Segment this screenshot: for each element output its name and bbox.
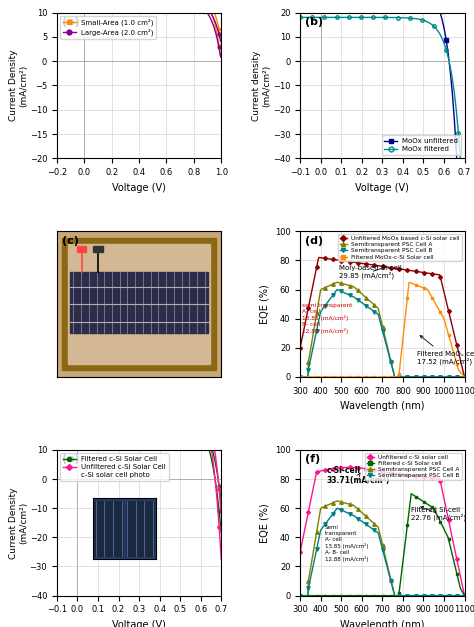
Y-axis label: EQE (%): EQE (%) — [259, 284, 269, 324]
Text: semi transparent
A- cell
13.85 (mA/cm²)
B- cell
12.88 (mA/cm²): semi transparent A- cell 13.85 (mA/cm²) … — [302, 303, 352, 334]
Bar — [93, 246, 103, 251]
Text: (a): (a) — [62, 17, 80, 27]
Text: (f): (f) — [305, 454, 320, 464]
Text: (d): (d) — [305, 236, 323, 246]
Legend: MoOx unfiltered, MoOx filtered: MoOx unfiltered, MoOx filtered — [382, 135, 461, 155]
Y-axis label: Current density
(mA/cm²): Current density (mA/cm²) — [252, 50, 272, 120]
X-axis label: Voltage (V): Voltage (V) — [112, 182, 166, 192]
Y-axis label: Current Density
(mA/cm²): Current Density (mA/cm²) — [9, 50, 28, 121]
Text: (b): (b) — [305, 17, 323, 27]
Legend: Small-Area (1.0 cm²), Large-Area (2.0 cm²): Small-Area (1.0 cm²), Large-Area (2.0 cm… — [60, 16, 156, 39]
Text: Moly-based Si-cell
29.85 (mA/cm²): Moly-based Si-cell 29.85 (mA/cm²) — [339, 265, 402, 280]
Bar — [68, 245, 210, 364]
Text: Filtered MoOₓ cell
17.52 (mA/cm²): Filtered MoOₓ cell 17.52 (mA/cm²) — [417, 335, 474, 366]
X-axis label: Wavelength (nm): Wavelength (nm) — [340, 620, 425, 627]
Bar — [77, 246, 86, 251]
X-axis label: Wavelength (nm): Wavelength (nm) — [340, 401, 425, 411]
Y-axis label: EQE (%): EQE (%) — [259, 503, 269, 542]
Text: Semi
transparent
A- cell
13.85 (mA/cm²)
A- B- cell
12.88 (mA/cm²): Semi transparent A- cell 13.85 (mA/cm²) … — [325, 525, 368, 562]
Text: (c): (c) — [62, 236, 79, 246]
X-axis label: Voltage (V): Voltage (V) — [356, 182, 409, 192]
Y-axis label: Current Density
(mA/cm²): Current Density (mA/cm²) — [9, 487, 28, 559]
Legend: Unfiltered MoOx based c-Si solar cell, Semitransparent PSC Cell A, Semitranspare: Unfiltered MoOx based c-Si solar cell, S… — [338, 234, 462, 261]
Text: Filtered Si-cell
22.76 (mA/cm²): Filtered Si-cell 22.76 (mA/cm²) — [411, 507, 466, 521]
Text: c-Si-cell
33.71(mA/cm²): c-Si-cell 33.71(mA/cm²) — [327, 466, 390, 485]
Bar — [70, 272, 208, 334]
Text: (e): (e) — [62, 454, 80, 464]
Legend: Unfiltered c-Si solar cell, Filtered c-Si Solar cell, Semitransparent PSC Cell A: Unfiltered c-Si solar cell, Filtered c-S… — [365, 453, 462, 480]
Legend: Filtered c-Si Solar Cell, Unfiltered c-Si Solar Cell, c-Si solar cell photo: Filtered c-Si Solar Cell, Unfiltered c-S… — [60, 453, 169, 481]
X-axis label: Voltage (V): Voltage (V) — [112, 620, 166, 627]
